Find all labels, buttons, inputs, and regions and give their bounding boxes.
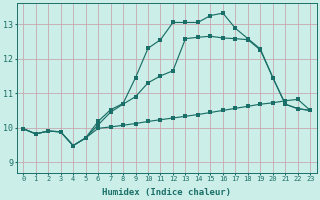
X-axis label: Humidex (Indice chaleur): Humidex (Indice chaleur) [102, 188, 231, 197]
